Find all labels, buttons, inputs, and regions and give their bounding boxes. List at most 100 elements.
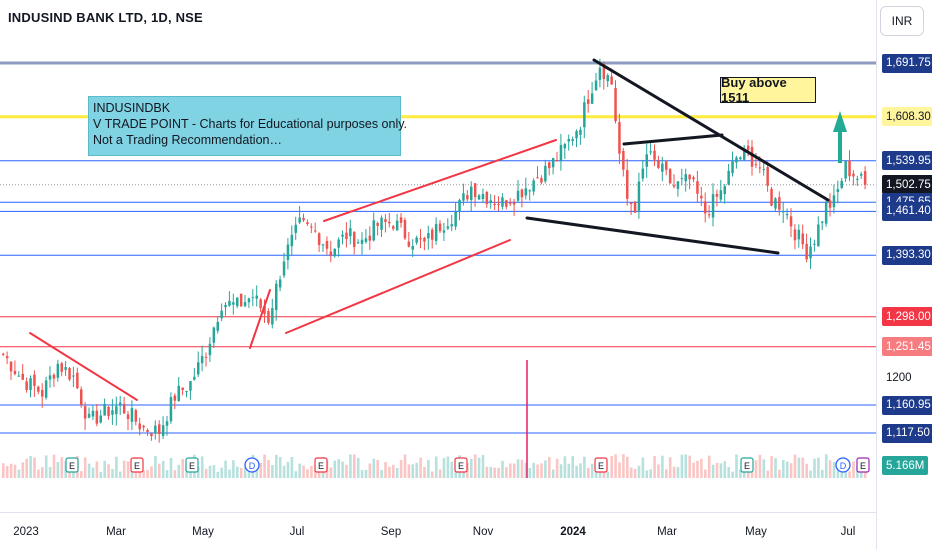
volume-bar — [353, 454, 356, 478]
volume-bar — [579, 463, 582, 478]
candle-body — [602, 64, 606, 80]
volume-bar — [489, 466, 493, 478]
candle-body — [372, 220, 375, 241]
volume-bar — [828, 460, 832, 478]
volume-bar — [641, 457, 645, 478]
candle-body — [314, 230, 317, 232]
candle-body — [466, 195, 469, 200]
time-tick: Jul — [289, 526, 305, 538]
candle-body — [5, 356, 9, 359]
candle-body — [376, 223, 379, 226]
volume-bar — [306, 469, 309, 478]
price-level-label: 1,608.30 — [882, 107, 932, 127]
candle-body — [72, 375, 75, 377]
candle-body — [458, 199, 461, 212]
volume-bar — [692, 462, 695, 478]
candle-body — [193, 376, 196, 380]
event-marker-label: E — [744, 461, 750, 471]
volume-bar — [380, 469, 383, 478]
price-level-label: 1,539.95 — [882, 151, 932, 171]
volume-bar — [423, 467, 426, 478]
candle-body — [306, 222, 309, 224]
volume-bar — [571, 456, 574, 478]
volume-bar — [60, 457, 64, 478]
candle-body — [17, 375, 21, 377]
candle-body — [25, 381, 28, 391]
trendline — [29, 332, 138, 401]
earnings-marker — [314, 457, 328, 473]
candle-body — [146, 430, 149, 433]
candle-body — [501, 197, 504, 207]
volume-bar — [762, 459, 766, 478]
event-marker-label: E — [860, 461, 866, 471]
candle-body — [473, 183, 477, 198]
volume-bar — [119, 471, 122, 478]
volume-bar — [657, 464, 660, 478]
candle-body — [680, 178, 684, 180]
time-tick: Sep — [380, 526, 402, 538]
candle-body — [793, 229, 797, 241]
candle-body — [68, 367, 71, 380]
trendline — [249, 289, 271, 349]
volume-bar — [540, 463, 543, 478]
candle-body — [801, 233, 804, 245]
candle-body — [431, 229, 434, 240]
volume-bar — [298, 463, 301, 478]
candle-body — [840, 180, 843, 188]
disclaimer-note: INDUSINDBK V TRADE POINT - Charts for Ed… — [88, 96, 407, 156]
candle-body — [161, 425, 165, 436]
volume-bar — [259, 462, 262, 478]
volume-label: 5.166M — [882, 456, 929, 475]
candle-body — [766, 167, 769, 186]
candle-body — [60, 363, 63, 372]
candle-body — [395, 220, 399, 231]
time-axis-divider — [0, 512, 876, 513]
volume-bar — [622, 454, 625, 478]
candle-body — [87, 413, 91, 418]
currency-button[interactable]: INR — [880, 6, 924, 36]
volume-bar — [665, 469, 668, 478]
candle-body — [637, 181, 641, 211]
volume-bar — [633, 468, 637, 478]
candle-body — [33, 374, 36, 386]
volume-bar — [173, 470, 177, 478]
candle-body — [275, 283, 278, 311]
volume-bar — [520, 459, 524, 478]
volume-bar — [817, 457, 820, 478]
candle-body — [388, 221, 391, 224]
candle-body — [243, 302, 247, 306]
volume-bar — [37, 469, 40, 478]
event-marker-label: D — [840, 461, 847, 471]
volume-bar — [165, 470, 169, 478]
candle-body — [598, 67, 602, 80]
candle-body — [774, 198, 777, 209]
volume-bar — [544, 460, 547, 478]
volume-bar — [360, 470, 364, 478]
volume-bar — [204, 468, 208, 478]
volume-bar — [532, 462, 535, 478]
candle-body — [446, 226, 450, 229]
candle-body — [653, 150, 656, 160]
volume-bar — [294, 471, 298, 478]
event-marker-label: E — [598, 461, 604, 471]
candle-body — [107, 406, 110, 417]
volume-bar — [52, 454, 56, 478]
volume-bar — [107, 464, 110, 478]
volume-bar — [629, 467, 633, 478]
candle-body — [427, 233, 430, 239]
volume-bar — [704, 469, 707, 478]
candle-body — [158, 424, 161, 435]
volume-bar — [239, 467, 243, 478]
volume-bar — [220, 467, 223, 478]
candle-body — [645, 154, 648, 167]
candle-body — [48, 375, 52, 380]
event-marker-label: E — [458, 461, 464, 471]
candle-body — [520, 189, 524, 198]
volume-bar — [696, 460, 699, 478]
volume-bar — [852, 461, 855, 478]
volume-bar — [778, 469, 781, 478]
volume-bar — [212, 465, 216, 478]
candle-body — [236, 297, 239, 307]
candle-body — [860, 173, 863, 176]
